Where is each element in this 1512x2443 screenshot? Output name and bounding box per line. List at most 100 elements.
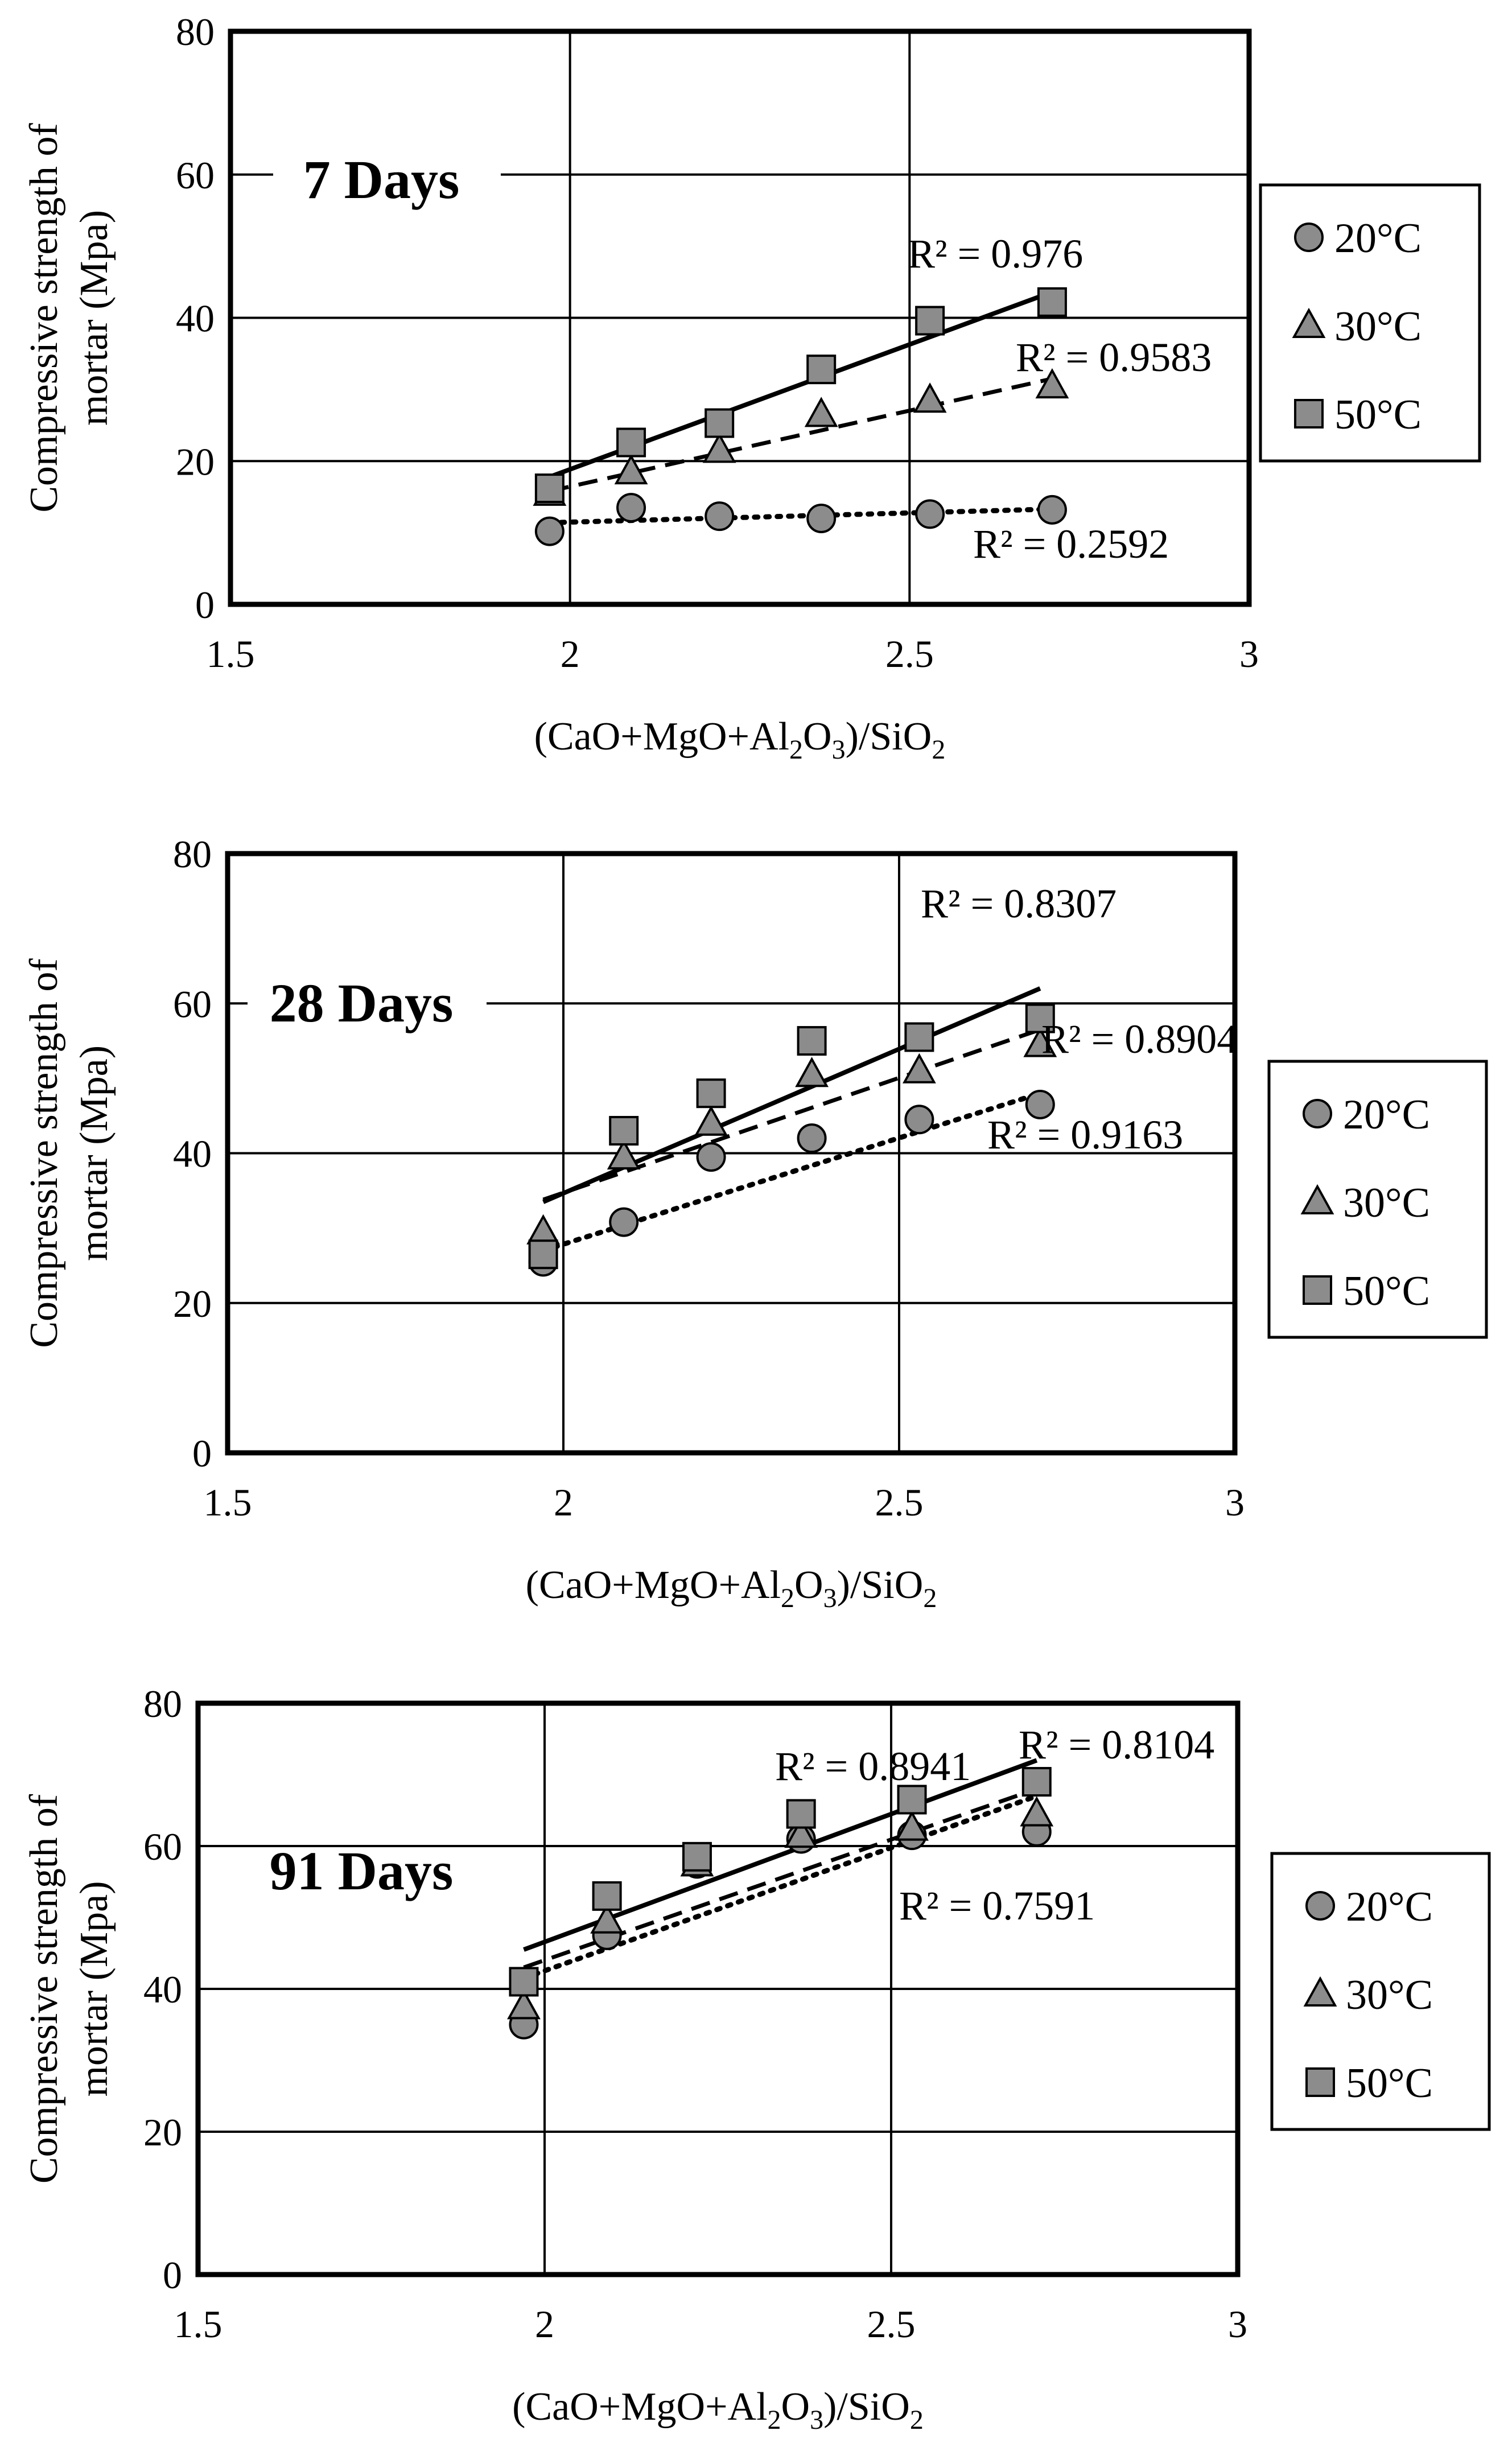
- legend-label: 50°C: [1334, 392, 1422, 438]
- data-point-triangle: [913, 382, 947, 413]
- data-point-triangle: [1020, 1796, 1054, 1827]
- data-point-square: [704, 408, 735, 438]
- data-point-triangle: [795, 1057, 829, 1087]
- y-tick-label: 60: [173, 982, 212, 1025]
- trendline-circle: [541, 1090, 1043, 1254]
- x-tick-label: 3: [1239, 632, 1259, 675]
- y-tick-label: 0: [195, 583, 215, 627]
- data-point-triangle: [784, 1818, 818, 1848]
- y-axis-label: Compressive strength of mortar (Mpa): [22, 1794, 116, 2184]
- legend-swatch-square: [1305, 2067, 1335, 2097]
- data-point-circle: [797, 1123, 827, 1153]
- title-background: [248, 984, 487, 1053]
- r-squared-label: R² = 0.2592: [973, 521, 1169, 567]
- title-background: [245, 1849, 484, 1918]
- x-axis-label: (CaO+MgO+Al2O3)/SiO2: [534, 715, 946, 765]
- legend-label: 30°C: [1343, 1180, 1430, 1226]
- data-point-triangle: [590, 1903, 624, 1934]
- r-squared-label: R² = 0.9163: [987, 1112, 1183, 1157]
- plot-area-frame: [195, 1700, 1241, 2277]
- legend-swatch-triangle: [1300, 1184, 1334, 1214]
- r-squared-label: R² = 0.8307: [921, 881, 1117, 926]
- data-point-triangle: [702, 432, 736, 463]
- r-squared-label: R² = 0.8104: [1019, 1722, 1214, 1768]
- plot-area-frame: [225, 851, 1238, 1456]
- x-tick-label: 2: [535, 2302, 554, 2346]
- data-point-square: [528, 1239, 558, 1270]
- x-tick-label: 1.5: [204, 1481, 252, 1524]
- legend: 20°C 30°C 50°C: [1259, 183, 1481, 463]
- data-point-triangle: [903, 1053, 936, 1084]
- x-tick-label: 2.5: [885, 632, 934, 675]
- data-point-square: [534, 473, 565, 504]
- data-point-triangle: [526, 1214, 560, 1245]
- legend-swatch-circle: [1303, 1099, 1332, 1128]
- data-point-square: [616, 427, 646, 458]
- y-tick-label: 20: [176, 440, 215, 483]
- data-point-square: [509, 1967, 539, 1997]
- y-tick-label: 60: [143, 1825, 182, 1868]
- x-tick-label: 1.5: [207, 632, 255, 675]
- x-tick-label: 1.5: [174, 2302, 223, 2346]
- x-tick-label: 2: [554, 1481, 573, 1524]
- data-point-circle: [704, 501, 735, 532]
- data-point-square: [592, 1881, 622, 1911]
- data-point-square: [786, 1799, 816, 1829]
- data-point-circle: [609, 1207, 639, 1237]
- y-tick-label: 0: [192, 1432, 212, 1475]
- x-tick-label: 3: [1228, 2302, 1247, 2346]
- title-background: [273, 159, 501, 228]
- data-point-triangle: [804, 397, 838, 427]
- data-point-square: [609, 1116, 639, 1146]
- r-squared-label: R² = 0.976: [908, 231, 1083, 277]
- legend-swatch-square: [1294, 399, 1324, 429]
- r-squared-label: R² = 0.8941: [775, 1744, 971, 1789]
- legend: 20°C 30°C 50°C: [1270, 1852, 1491, 2131]
- data-point-square: [897, 1785, 927, 1815]
- data-point-circle: [534, 516, 565, 546]
- data-point-square: [806, 355, 837, 385]
- legend-swatch-circle: [1294, 223, 1324, 252]
- data-point-triangle: [607, 1139, 641, 1170]
- data-point-square: [1037, 287, 1067, 317]
- data-point-circle: [806, 503, 837, 533]
- legend-swatch-triangle: [1303, 1976, 1337, 2007]
- legend-swatch-triangle: [1292, 307, 1326, 338]
- data-point-square: [904, 1022, 934, 1052]
- chart-title: 91 Days: [270, 1840, 454, 1901]
- legend-label: 30°C: [1334, 303, 1422, 350]
- r-squared-label: R² = 0.8904: [1041, 1016, 1237, 1062]
- legend-swatch-square: [1303, 1275, 1332, 1305]
- chart-panel-2: 0 20 40 60 80 1.5 2 2.5 3 (CaO+MgO+Al2O3)/SiO2 Com…: [22, 833, 1488, 1613]
- data-point-circle: [915, 499, 945, 529]
- y-tick-label: 0: [163, 2254, 182, 2297]
- data-point-triangle: [694, 1105, 728, 1136]
- y-axis-label: Compressive strength of mortar (Mpa): [22, 958, 116, 1348]
- legend-label: 30°C: [1346, 1972, 1433, 2018]
- x-axis-label: (CaO+MgO+Al2O3)/SiO2: [526, 1563, 937, 1613]
- y-tick-label: 80: [176, 10, 215, 53]
- data-point-square: [915, 306, 945, 336]
- data-point-triangle: [1035, 368, 1069, 399]
- chart-panel-1: 0 20 40 60 80 1.5 2 2.5 3 (CaO+MgO+Al2O3)/SiO2 Com…: [22, 10, 1481, 765]
- chart-title: 7 Days: [303, 149, 460, 210]
- legend-label: 50°C: [1346, 2060, 1433, 2107]
- y-tick-label: 80: [143, 1682, 182, 1725]
- y-tick-label: 60: [176, 154, 215, 197]
- chart-title: 28 Days: [270, 973, 454, 1033]
- data-point-square: [797, 1026, 827, 1056]
- data-point-triangle: [614, 454, 648, 485]
- r-squared-label: R² = 0.9583: [1016, 335, 1212, 380]
- legend-label: 50°C: [1343, 1268, 1430, 1315]
- data-point-triangle: [1023, 1027, 1057, 1057]
- y-tick-label: 40: [173, 1132, 212, 1176]
- data-point-circle: [1037, 495, 1067, 525]
- x-tick-label: 2: [561, 632, 580, 675]
- y-tick-label: 20: [143, 2111, 182, 2154]
- data-point-circle: [904, 1105, 934, 1135]
- y-tick-label: 40: [143, 1968, 182, 2011]
- data-point-square: [682, 1841, 712, 1872]
- r-squared-label: R² = 0.7591: [899, 1883, 1095, 1929]
- data-point-triangle: [895, 1810, 929, 1841]
- data-point-circle: [616, 493, 646, 523]
